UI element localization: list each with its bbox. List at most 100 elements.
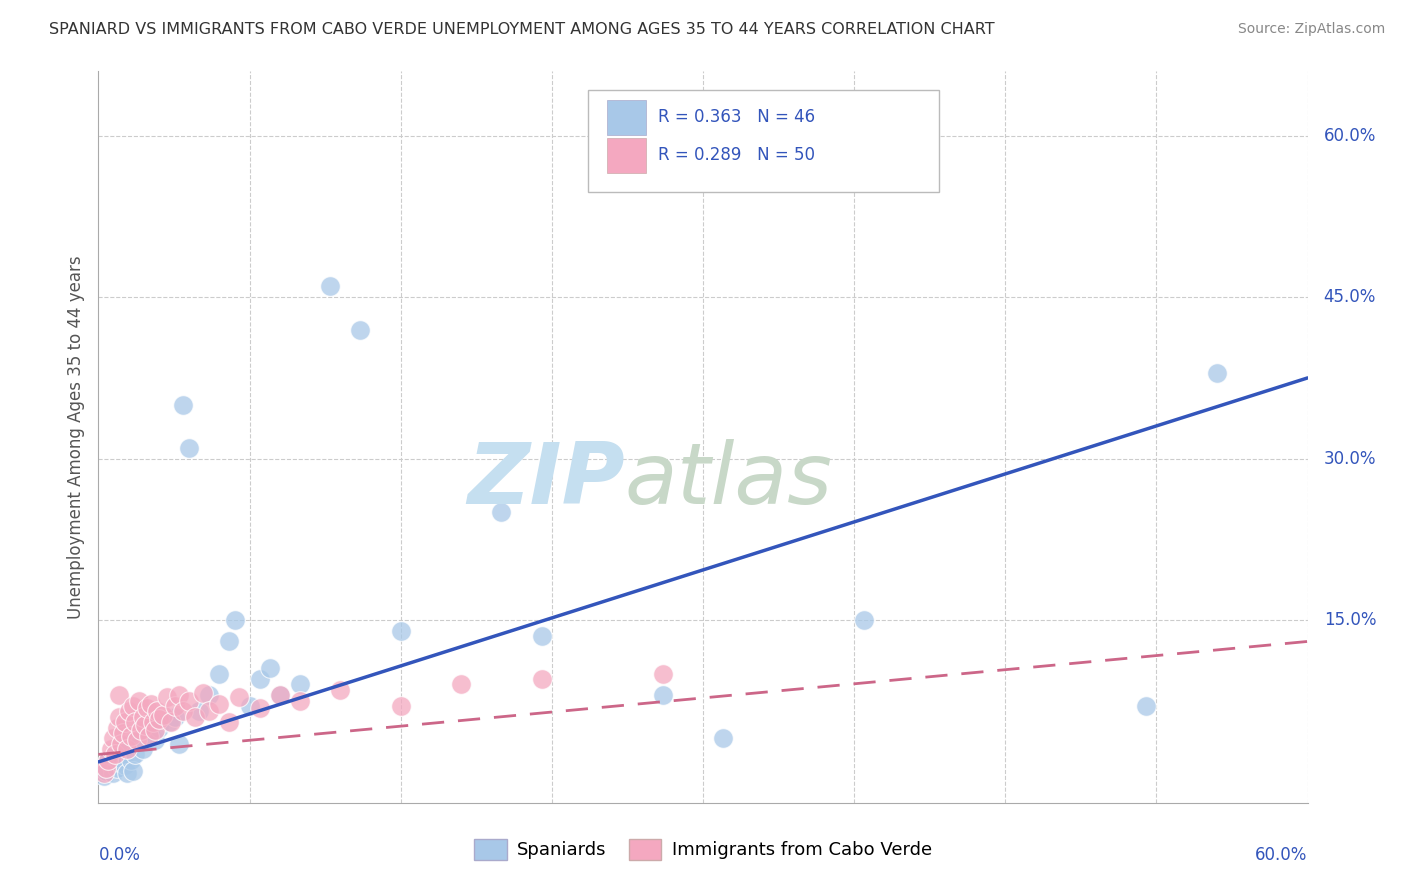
Text: atlas: atlas (624, 440, 832, 523)
Point (711, 731, 734, 746)
Point (115, 765, 138, 780)
Point (319, 279, 342, 293)
Point (152, 707, 174, 722)
Point (198, 688, 221, 702)
Point (239, 698, 262, 713)
Point (193, 686, 215, 700)
Point (224, 613, 246, 627)
Point (179, 441, 201, 455)
Point (160, 715, 183, 730)
Point (208, 666, 231, 681)
Point (132, 710, 155, 724)
Legend: Spaniards, Immigrants from Cabo Verde: Spaniards, Immigrants from Cabo Verde (467, 831, 939, 867)
Point (389, 624, 412, 638)
Point (163, 710, 186, 724)
Point (491, 505, 513, 519)
Point (128, 693, 150, 707)
Point (103, 747, 125, 762)
Point (218, 634, 240, 648)
Point (111, 726, 134, 740)
Y-axis label: Unemployment Among Ages 35 to 44 years: Unemployment Among Ages 35 to 44 years (66, 255, 84, 619)
Text: R = 0.289   N = 50: R = 0.289 N = 50 (658, 146, 815, 164)
Point (249, 701, 271, 715)
Text: 60.0%: 60.0% (1323, 127, 1376, 145)
Point (105, 721, 128, 735)
Point (97, 753, 120, 767)
Point (208, 697, 231, 711)
Point (97, 753, 120, 767)
Point (172, 705, 194, 719)
Point (138, 726, 160, 740)
Text: SPANIARD VS IMMIGRANTS FROM CABO VERDE UNEMPLOYMENT AMONG AGES 35 TO 44 YEARS CO: SPANIARD VS IMMIGRANTS FROM CABO VERDE U… (49, 22, 995, 37)
Point (115, 742, 138, 756)
Point (121, 698, 143, 713)
Text: ZIP: ZIP (467, 440, 624, 523)
Text: 60.0%: 60.0% (1256, 846, 1308, 863)
Point (389, 698, 412, 713)
Text: 30.0%: 30.0% (1323, 450, 1376, 467)
Point (107, 710, 129, 724)
Point (184, 710, 207, 724)
Point (228, 690, 250, 705)
Point (142, 715, 165, 730)
Point (96, 764, 118, 778)
Point (259, 661, 281, 675)
Point (107, 755, 129, 769)
Point (100, 742, 122, 756)
Point (101, 765, 124, 780)
Point (450, 677, 472, 691)
Point (100, 758, 122, 772)
Point (120, 753, 142, 767)
Point (148, 712, 170, 726)
Point (121, 764, 143, 778)
Point (651, 666, 673, 681)
Point (93, 769, 115, 783)
Point (132, 742, 155, 756)
Point (101, 731, 124, 746)
Point (530, 672, 553, 686)
Point (1206, 366, 1229, 380)
Point (288, 677, 311, 691)
Point (110, 750, 132, 764)
Point (128, 731, 150, 746)
Point (114, 758, 136, 772)
Point (218, 715, 240, 730)
Point (269, 688, 291, 702)
Point (198, 705, 221, 719)
Text: 0.0%: 0.0% (98, 846, 141, 863)
Point (111, 742, 134, 756)
Point (163, 698, 186, 713)
Point (179, 693, 201, 707)
Point (329, 682, 352, 697)
Point (157, 715, 180, 730)
Text: R = 0.363   N = 46: R = 0.363 N = 46 (658, 109, 815, 127)
Point (143, 733, 166, 747)
Point (156, 690, 179, 705)
Point (129, 723, 152, 737)
Point (135, 701, 157, 715)
FancyBboxPatch shape (588, 90, 939, 192)
Point (853, 613, 876, 627)
Point (651, 688, 673, 702)
Point (148, 721, 170, 735)
FancyBboxPatch shape (607, 138, 647, 173)
Point (288, 693, 311, 707)
Point (1135, 698, 1157, 713)
Point (120, 729, 142, 743)
Point (139, 697, 162, 711)
Point (188, 705, 211, 719)
Point (93, 765, 115, 780)
Point (96, 761, 118, 775)
Point (146, 705, 169, 719)
Point (530, 629, 553, 643)
Point (134, 718, 156, 732)
Point (125, 733, 148, 747)
Point (118, 737, 141, 751)
Point (167, 688, 190, 702)
Point (124, 747, 146, 762)
Point (118, 705, 141, 719)
Point (349, 322, 371, 336)
Text: 15.0%: 15.0% (1323, 611, 1376, 629)
Point (167, 737, 190, 751)
Point (124, 715, 146, 730)
